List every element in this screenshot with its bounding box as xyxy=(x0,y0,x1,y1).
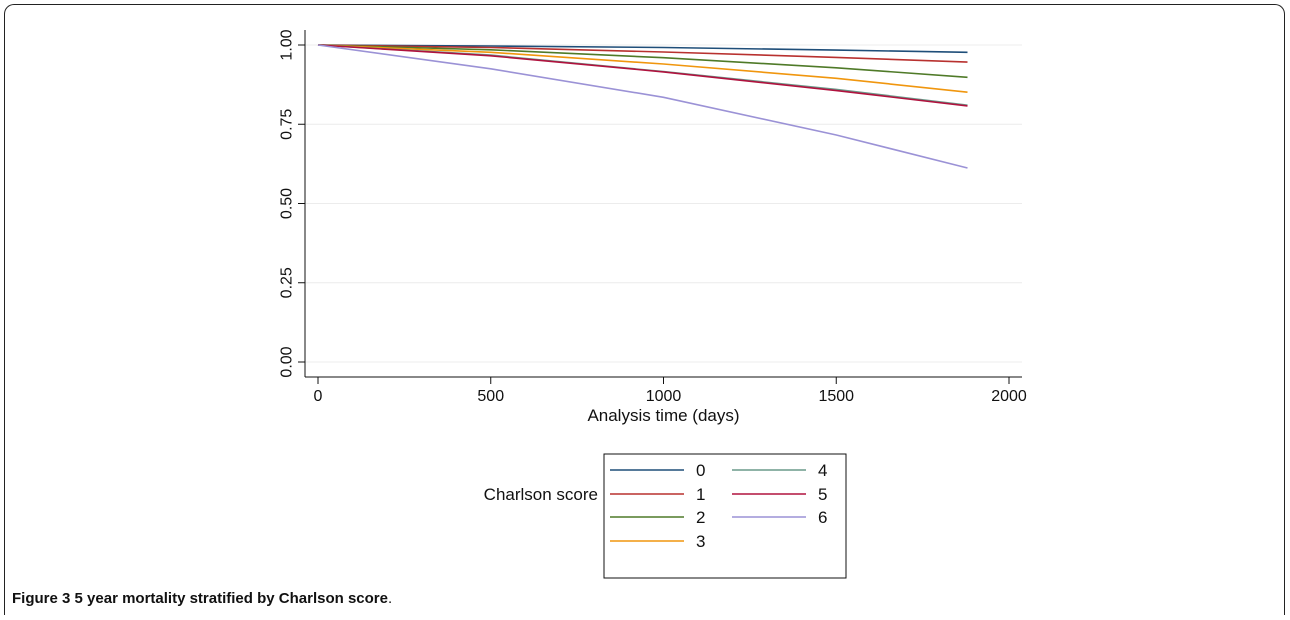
legend-title: Charlson score xyxy=(484,485,598,504)
legend-label-5: 5 xyxy=(818,485,827,504)
series-line-3 xyxy=(317,44,968,93)
series-line-0 xyxy=(317,44,968,54)
series-line-6 xyxy=(317,44,968,169)
legend-box xyxy=(603,453,847,579)
x-axis-title: Analysis time (days) xyxy=(587,406,739,425)
caption-label: Figure 3 xyxy=(12,590,71,607)
figure-caption: Figure 3 5 year mortality stratified by … xyxy=(12,590,392,607)
y-tick-label: 0.50 xyxy=(279,188,296,219)
x-tick-label: 0 xyxy=(314,388,323,405)
series-lines xyxy=(317,44,968,169)
series-line-1 xyxy=(317,44,968,63)
series-line-2 xyxy=(317,44,968,79)
figure-frame xyxy=(4,4,1285,615)
caption-text: 5 year mortality stratified by Charlson … xyxy=(74,590,388,607)
axes: 0.00 0.25 0.50 0.75 1.00 0 500 1000 1500 2000 xyxy=(279,29,1027,405)
series-line-5 xyxy=(317,44,968,107)
y-tick-label: 1.00 xyxy=(279,29,296,60)
x-tick-label: 1500 xyxy=(818,388,854,405)
y-tick-label: 0.00 xyxy=(279,346,296,377)
caption-period: . xyxy=(387,590,393,607)
x-tick-label: 2000 xyxy=(991,388,1027,405)
legend-label-4: 4 xyxy=(818,461,827,480)
legend-label-3: 3 xyxy=(696,532,705,551)
legend-label-2: 2 xyxy=(696,508,705,527)
x-tick-label: 500 xyxy=(477,388,504,405)
grid-lines xyxy=(305,44,1022,363)
x-tick-label: 1000 xyxy=(646,388,682,405)
y-tick-label: 0.25 xyxy=(279,267,296,298)
series-line-4 xyxy=(317,44,968,106)
legend-label-1: 1 xyxy=(696,485,705,504)
legend: Charlson score 0 1 2 3 4 5 6 xyxy=(484,453,847,579)
legend-label-6: 6 xyxy=(818,508,827,527)
y-tick-label: 0.75 xyxy=(279,109,296,140)
legend-label-0: 0 xyxy=(696,461,705,480)
